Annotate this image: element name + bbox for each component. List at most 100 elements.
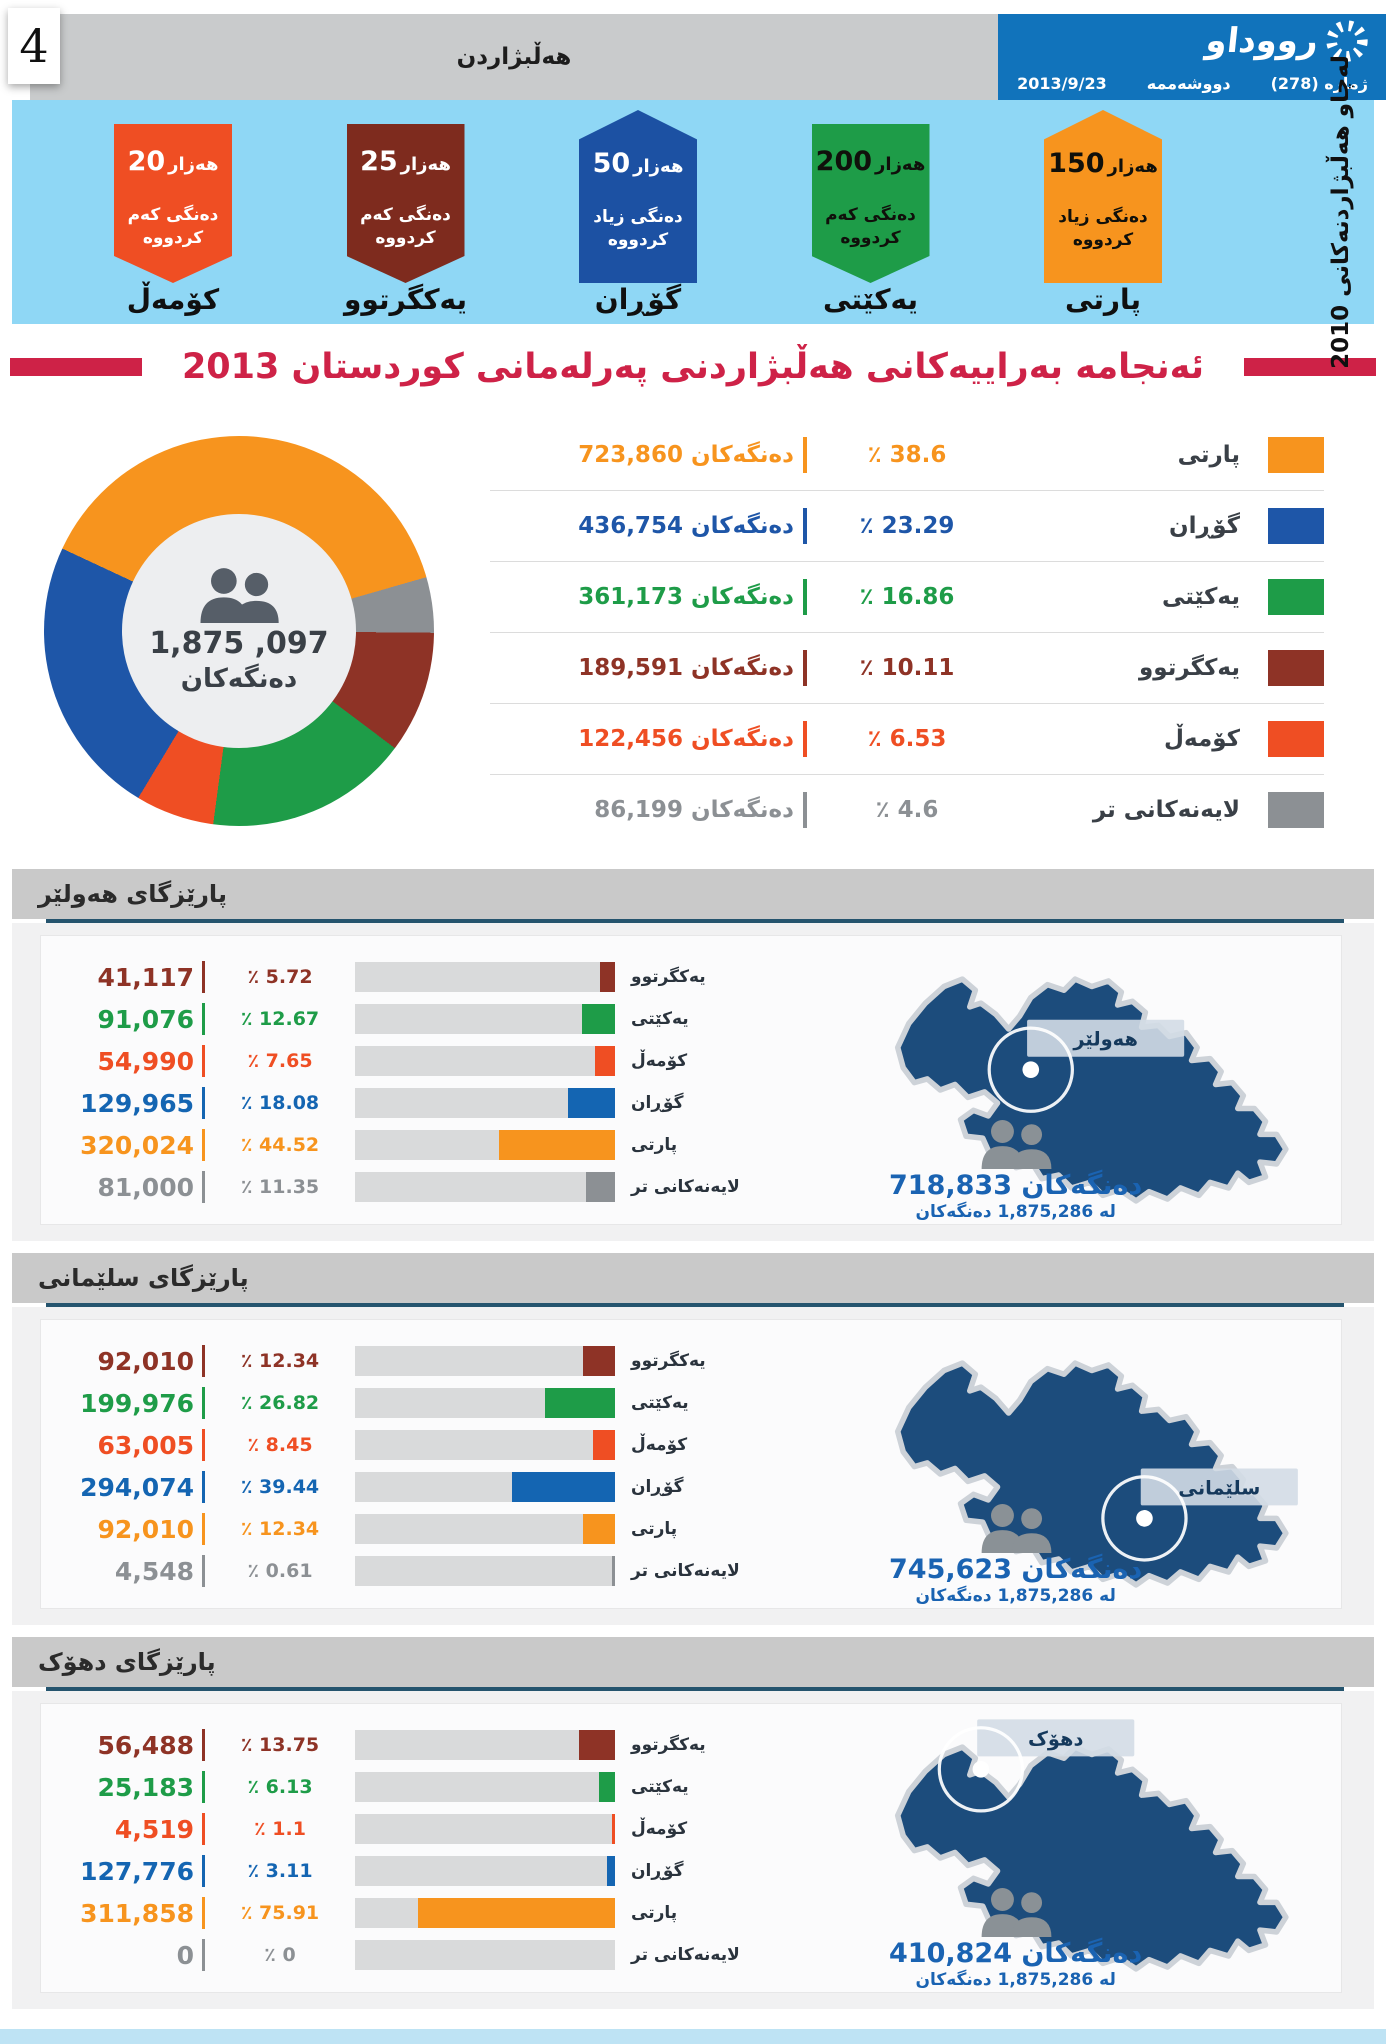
province-section: پارێزگای دهۆک 56,488 ٪ 13.75 یەکگرتوو 25,18…: [12, 1637, 1374, 2009]
province-panel: 92,010 ٪ 12.34 یەکگرتوو 199,976 ٪ 26.82 یەکێت…: [40, 1319, 1342, 1609]
bar-votes-text: 311,858: [80, 1898, 194, 1928]
sunburst-icon: [1326, 20, 1368, 62]
bar-fill: [499, 1130, 615, 1160]
bar-percent: ٪ 18.08: [240, 1092, 320, 1114]
province-header-underline: [46, 1687, 1344, 1691]
bar-party-label: لایەنەکانی تر: [631, 1561, 740, 1581]
province-total-votes: 718,833 دەنگەکان: [889, 1170, 1143, 1201]
province-bars: 92,010 ٪ 12.34 یەکگرتوو 199,976 ٪ 26.82 یەکێت…: [41, 1320, 863, 1608]
comparison-side-label-text: لەچاو هەڵبژاردنەکانی 2010: [1328, 55, 1354, 369]
legend-party-label: کۆمەڵ: [1164, 726, 1240, 752]
ribbon-desc-line1: دەنگی کەم: [360, 205, 451, 225]
legend-votes: 122,456 دەنگەکان: [490, 721, 807, 757]
bottom-strip: [0, 2029, 1386, 2044]
legend-row-0: پارتی ٪ 38.6 723,860 دەنگەکان: [490, 420, 1324, 490]
bar-track: [355, 1046, 615, 1076]
bar-row-5: 4,548 ٪ 0.61 لایەنەکانی تر: [55, 1555, 863, 1587]
bar-percent: ٪ 12.67: [240, 1008, 320, 1030]
ribbon-item-3: 200 هەزار دەنگی کەم کردووە یەکێتی: [796, 100, 946, 324]
ribbon-item-2: 50 هەزار دەنگی زیاد کردووە گۆڕان: [563, 100, 713, 324]
bar-track: [355, 1130, 615, 1160]
bar-percent: ٪ 7.65: [247, 1050, 313, 1072]
legend-row-2: یەکێتی ٪ 16.86 361,173 دەنگەکان: [490, 561, 1324, 632]
legend-percent: ٪ 38.6: [867, 442, 947, 468]
bar-percent: ٪ 8.45: [247, 1434, 313, 1456]
legend-votes: 436,754 دەنگەکان: [490, 508, 807, 544]
bar-votes-tick: [202, 1045, 205, 1077]
legend-row-3: یەکگرتوو ٪ 10.11 189,591 دەنگەکان: [490, 632, 1324, 703]
legend-party-label: یەکگرتوو: [1139, 655, 1240, 681]
ribbon-amount-number: 50: [592, 148, 631, 179]
bar-votes-text: 92,010: [97, 1514, 194, 1544]
bar-fill: [545, 1388, 615, 1418]
bar-row-3: 129,965 ٪ 18.08 گۆڕان: [55, 1087, 863, 1119]
bar-party-label: یەکێتی: [631, 1777, 689, 1797]
bar-votes: 91,076: [55, 1003, 205, 1035]
legend-tick: [802, 508, 807, 544]
bar-votes-tick: [202, 1513, 205, 1545]
ribbon-up-arrow: 150 هەزار دەنگی زیاد کردووە: [1044, 110, 1162, 283]
bar-track: [355, 1772, 615, 1802]
province-total-of: له 1,875,286 دەنگەکان: [915, 1202, 1116, 1222]
weekday: دووشەممه: [1146, 74, 1231, 93]
province-map: سلێمانی 745,623 دەنگەکان له 1,875,286 دە…: [863, 1320, 1341, 1608]
people-icon: [981, 1504, 1052, 1553]
bar-votes-text: 127,776: [80, 1856, 194, 1886]
bar-fill: [582, 1004, 615, 1034]
bar-row-4: 320,024 ٪ 44.52 پارتی: [55, 1129, 863, 1161]
bar-votes-text: 4,519: [114, 1814, 194, 1844]
bar-fill: [585, 1172, 615, 1202]
bar-fill: [600, 962, 615, 992]
total-votes-label: دەنگەکان: [180, 664, 298, 694]
bar-votes-tick: [202, 1003, 205, 1035]
map-city-label: دهۆک: [1028, 1727, 1083, 1750]
bar-row-0: 56,488 ٪ 13.75 یەکگرتوو: [55, 1729, 863, 1761]
map-shape: [894, 976, 1289, 1204]
ribbon-item-4: 150 هەزار دەنگی زیاد کردووە پارتی: [1028, 100, 1178, 324]
bar-track: [355, 1730, 615, 1760]
donut-center: 1,875 ,097 دەنگەکان: [122, 513, 356, 748]
bar-votes: 311,858: [55, 1897, 205, 1929]
bar-party-label: لایەنەکانی تر: [631, 1177, 740, 1197]
map-marker: سلێمانی: [1101, 1468, 1298, 1562]
bar-votes: 81,000: [55, 1171, 205, 1203]
bar-track: [355, 1940, 615, 1970]
legend-votes: 361,173 دەنگەکان: [490, 579, 807, 615]
province-header: پارێزگای هەولێر: [12, 869, 1374, 919]
legend-percent: ٪ 6.53: [867, 726, 947, 752]
bar-votes-tick: [202, 1771, 205, 1803]
ribbon-desc-line2: کردووە: [1072, 230, 1134, 250]
map-marker-ring: [987, 1026, 1074, 1113]
bar-party-label: یەکگرتوو: [631, 967, 706, 987]
bar-fill: [595, 1046, 615, 1076]
bar-votes-tick: [202, 1387, 205, 1419]
bar-percent: ٪ 6.13: [247, 1776, 313, 1798]
comparison-side-label: لەچاو هەڵبژاردنەکانی 2010: [1310, 55, 1372, 369]
legend-party-label: پارتی: [1177, 442, 1240, 468]
bar-fill: [582, 1346, 615, 1376]
legend-tick: [802, 721, 807, 757]
bar-votes-text: 294,074: [80, 1472, 194, 1502]
bar-row-4: 92,010 ٪ 12.34 پارتی: [55, 1513, 863, 1545]
legend-party-label: یەکێتی: [1161, 584, 1240, 610]
legend-name-cell: پارتی: [1007, 437, 1324, 473]
legend-tick: [802, 579, 807, 615]
map-marker-dot: [1022, 1061, 1040, 1078]
ribbon-amount-number: 20: [127, 146, 166, 177]
legend-swatch: [1268, 721, 1324, 757]
legend-swatch: [1268, 437, 1324, 473]
bar-row-1: 25,183 ٪ 6.13 یەکێتی: [55, 1771, 863, 1803]
bar-track: [355, 1388, 615, 1418]
bar-votes-tick: [202, 1345, 205, 1377]
provinces: پارێزگای هەولێر 41,117 ٪ 5.72 یەکگرتوو 91,0…: [0, 869, 1386, 2009]
kurdistan-map: هەولێر: [894, 976, 1289, 1204]
ribbon-desc-line1: دەنگی کەم: [127, 205, 219, 225]
bar-row-0: 41,117 ٪ 5.72 یەکگرتوو: [55, 961, 863, 993]
legend-name-cell: یەکگرتوو: [1007, 650, 1324, 686]
overall-legend: پارتی ٪ 38.6 723,860 دەنگەکان گۆڕان ٪ 23.29 4…: [490, 420, 1324, 845]
bar-fill: [612, 1556, 615, 1586]
province-title: پارێزگای هەولێر: [38, 880, 227, 908]
bar-track: [355, 1898, 615, 1928]
bar-row-2: 54,990 ٪ 7.65 کۆمەڵ: [55, 1045, 863, 1077]
province-total-of: له 1,875,286 دەنگەکان: [915, 1970, 1116, 1990]
